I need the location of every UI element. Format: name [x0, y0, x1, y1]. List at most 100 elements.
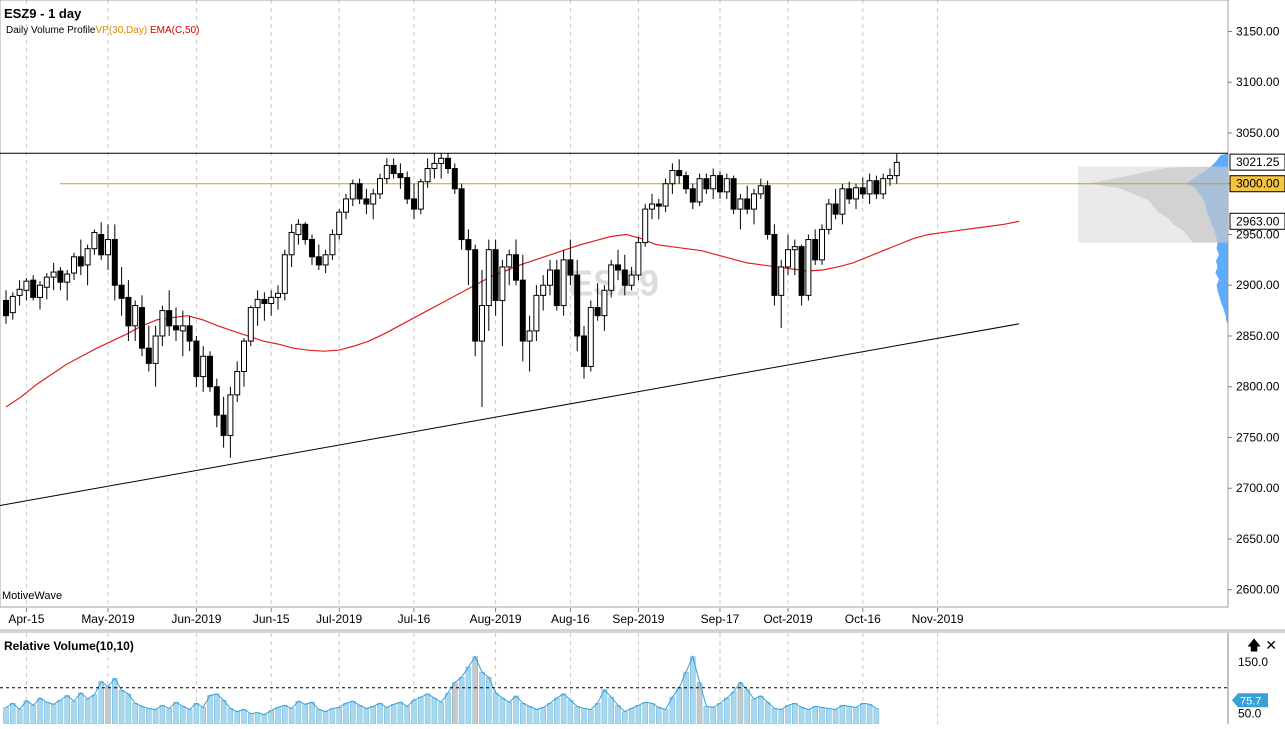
time-tick-label: Oct-2019	[763, 612, 813, 626]
volume-bar	[458, 677, 465, 725]
candle-body	[703, 178, 710, 190]
time-tick-label: Jun-15	[253, 612, 290, 626]
volume-bar	[112, 678, 118, 725]
time-axis[interactable]: Apr-15 May-2019 Jun-2019 Jun-15 Jul-2019 Jul-…	[0, 608, 1285, 630]
price-label-text: 2963.00	[1236, 214, 1280, 228]
candle-body	[581, 335, 587, 367]
volume-bar	[125, 693, 132, 725]
price-tick-label: 2800.00	[1236, 380, 1280, 394]
time-tick-label: Nov-2019	[912, 612, 964, 626]
price-tick-label: 2950.00	[1236, 227, 1280, 241]
price-tick-label: 3100.00	[1236, 75, 1280, 89]
volume-bar	[547, 703, 553, 725]
time-tick-label: Aug-2019	[470, 612, 522, 626]
candle-body	[241, 340, 247, 373]
candle-body	[873, 180, 880, 195]
volume-bar	[486, 677, 492, 725]
volume-bar	[594, 703, 601, 725]
volume-bar	[526, 706, 533, 725]
candle-body	[336, 211, 343, 235]
volume-bar	[853, 707, 859, 725]
candle-body	[519, 279, 526, 342]
candle-body	[234, 371, 241, 396]
candle-body	[669, 170, 676, 185]
volume-bar	[64, 695, 70, 725]
candle-body	[145, 347, 152, 364]
price-label-box	[1229, 153, 1285, 171]
volume-bar	[730, 691, 737, 725]
candle-body	[615, 264, 621, 271]
candle-body	[601, 289, 608, 317]
panel-divider[interactable]	[0, 629, 1285, 633]
candle-body	[689, 188, 696, 203]
candle-body	[757, 185, 764, 195]
candle-body	[859, 187, 866, 195]
candle-body	[526, 330, 533, 342]
candle-body	[737, 198, 744, 210]
volume-bar	[642, 701, 648, 725]
candle-body	[451, 167, 458, 190]
candle-body	[64, 273, 71, 283]
plot-frame	[0, 0, 1229, 608]
price-tick-label: 2700.00	[1236, 481, 1280, 495]
candle-body	[560, 259, 567, 307]
candle-body	[77, 256, 84, 267]
volume-bar	[567, 699, 574, 725]
volume-bar	[703, 706, 710, 725]
volume-bar	[146, 708, 152, 725]
relative-volume-title: Relative Volume(10,10)	[4, 639, 134, 653]
volume-bar	[628, 708, 635, 725]
candle-body	[880, 178, 887, 195]
volume-bar	[513, 695, 519, 725]
candle-body	[846, 188, 853, 200]
legend-ema[interactable]: EMA(C,50)	[149, 25, 200, 36]
candle-body	[628, 274, 635, 286]
candle-body	[710, 175, 717, 190]
price-chart-svg[interactable]: ESZ93150.003100.003050.003000.002950.002…	[0, 0, 1285, 608]
volume-bar	[234, 711, 240, 725]
candle-body	[431, 162, 438, 169]
legend-volume-profile[interactable]: Daily Volume Profile	[6, 25, 96, 36]
volume-bar	[445, 692, 451, 725]
volume-profile-value-area	[1088, 166, 1228, 243]
volume-value-text: 75.7	[1240, 695, 1261, 707]
volume-bar	[826, 708, 832, 725]
volume-bar	[390, 704, 397, 725]
volume-bar	[254, 712, 261, 725]
candle-body	[479, 305, 485, 342]
candle-body	[730, 178, 737, 210]
legend-vp[interactable]: VP(30,Day)	[95, 25, 148, 36]
candle-body	[3, 299, 9, 317]
volume-bar	[724, 697, 730, 725]
candle-body	[30, 279, 37, 298]
candle-body	[118, 284, 125, 299]
candle-body	[377, 178, 383, 195]
volume-bar	[662, 709, 669, 725]
volume-bar	[384, 707, 390, 725]
close-icon[interactable]: ✕	[1265, 637, 1277, 653]
volume-bar	[152, 709, 159, 725]
volume-bar	[268, 710, 274, 725]
volume-bar	[866, 704, 873, 725]
price-chart-panel[interactable]: ESZ93150.003100.003050.003000.002950.002…	[0, 0, 1285, 608]
brand-label: MotiveWave	[2, 590, 63, 602]
volume-bar	[261, 714, 268, 725]
volume-bar	[207, 695, 213, 725]
volume-bar	[520, 703, 526, 725]
volume-value-box	[1232, 693, 1268, 708]
volume-bar	[159, 705, 166, 725]
candle-body	[655, 203, 662, 207]
candle-body	[329, 233, 336, 256]
volume-bar	[322, 711, 329, 725]
relative-volume-svg[interactable]: 150.0 50.075.7	[0, 633, 1285, 725]
volume-bar	[581, 708, 587, 725]
arrow-up-icon[interactable]: 🡅	[1246, 637, 1262, 653]
volume-bar	[499, 697, 506, 725]
candle-body	[547, 269, 553, 286]
candle-body	[567, 259, 574, 276]
candle-body	[417, 181, 424, 210]
candle-body	[57, 270, 64, 283]
relative-volume-panel[interactable]: 150.0 50.0 75.7 Relative Volume(10,10) 🡅 ✕	[0, 633, 1285, 725]
candle-body	[186, 325, 193, 342]
volume-line	[5, 655, 877, 716]
